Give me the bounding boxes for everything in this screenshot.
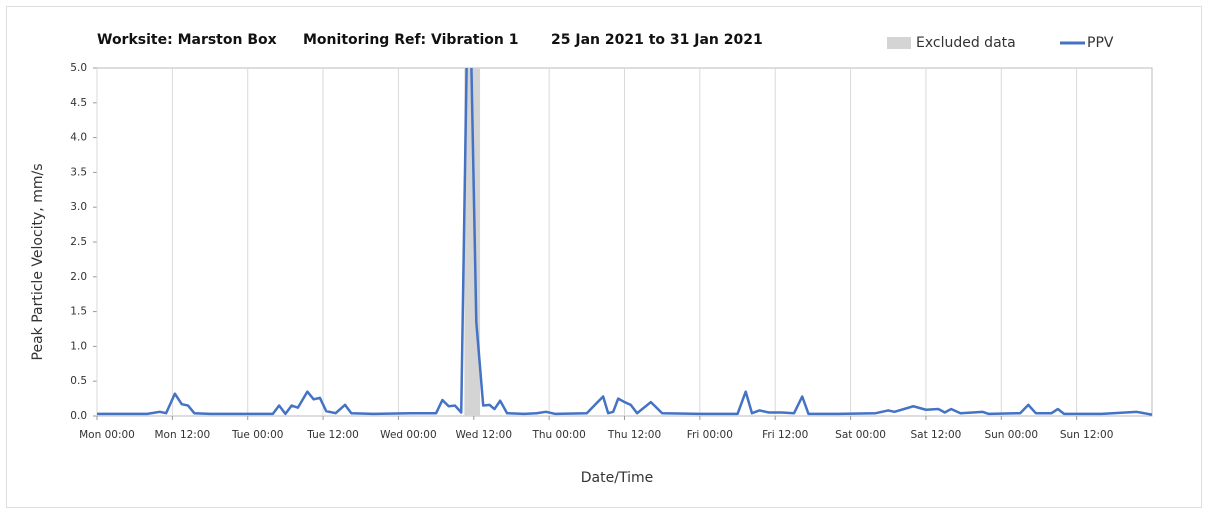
x-tick-label: Tue 12:00 <box>306 429 359 441</box>
legend-label: PPV <box>1087 35 1114 51</box>
y-tick-label: 1.0 <box>70 340 87 352</box>
x-tick-label: Fri 12:00 <box>762 429 808 441</box>
ppv-line <box>97 68 1152 416</box>
x-tick-label: Mon 00:00 <box>79 429 135 441</box>
y-tick-label: 2.0 <box>70 271 87 283</box>
title-worksite: Worksite: Marston Box <box>97 32 277 48</box>
frame <box>6 6 1202 508</box>
y-tick-label: 5.0 <box>70 62 87 74</box>
title-dates: 25 Jan 2021 to 31 Jan 2021 <box>551 32 763 48</box>
x-tick-label: Fri 00:00 <box>687 429 733 441</box>
x-tick-label: Sun 12:00 <box>1060 429 1114 441</box>
y-tick-label: 1.5 <box>70 306 87 318</box>
x-tick-label: Wed 12:00 <box>456 429 513 441</box>
y-tick-label: 0.0 <box>70 410 87 422</box>
x-tick-label: Tue 00:00 <box>231 429 284 441</box>
y-tick-label: 4.0 <box>70 132 87 144</box>
x-tick-label: Wed 00:00 <box>380 429 437 441</box>
series-group <box>97 68 1152 416</box>
y-tick-label: 3.5 <box>70 166 87 178</box>
x-tick-label: Thu 00:00 <box>531 429 585 441</box>
x-tick-label: Sun 00:00 <box>984 429 1038 441</box>
x-tick-label: Thu 12:00 <box>607 429 661 441</box>
x-axis-title: Date/Time <box>581 470 653 486</box>
y-tick-label: 4.5 <box>70 97 87 109</box>
title-ref: Monitoring Ref: Vibration 1 <box>303 32 518 48</box>
x-tick-label: Sat 00:00 <box>835 429 886 441</box>
legend-label: Excluded data <box>916 35 1016 51</box>
x-tick-label: Mon 12:00 <box>154 429 210 441</box>
y-tick-label: 0.5 <box>70 375 87 387</box>
y-tick-label: 3.0 <box>70 201 87 213</box>
y-tick-label: 2.5 <box>70 236 87 248</box>
x-tick-label: Sat 12:00 <box>911 429 962 441</box>
legend-swatch <box>887 37 911 49</box>
y-axis-title: Peak Particle Velocity, mm/s <box>30 164 46 361</box>
